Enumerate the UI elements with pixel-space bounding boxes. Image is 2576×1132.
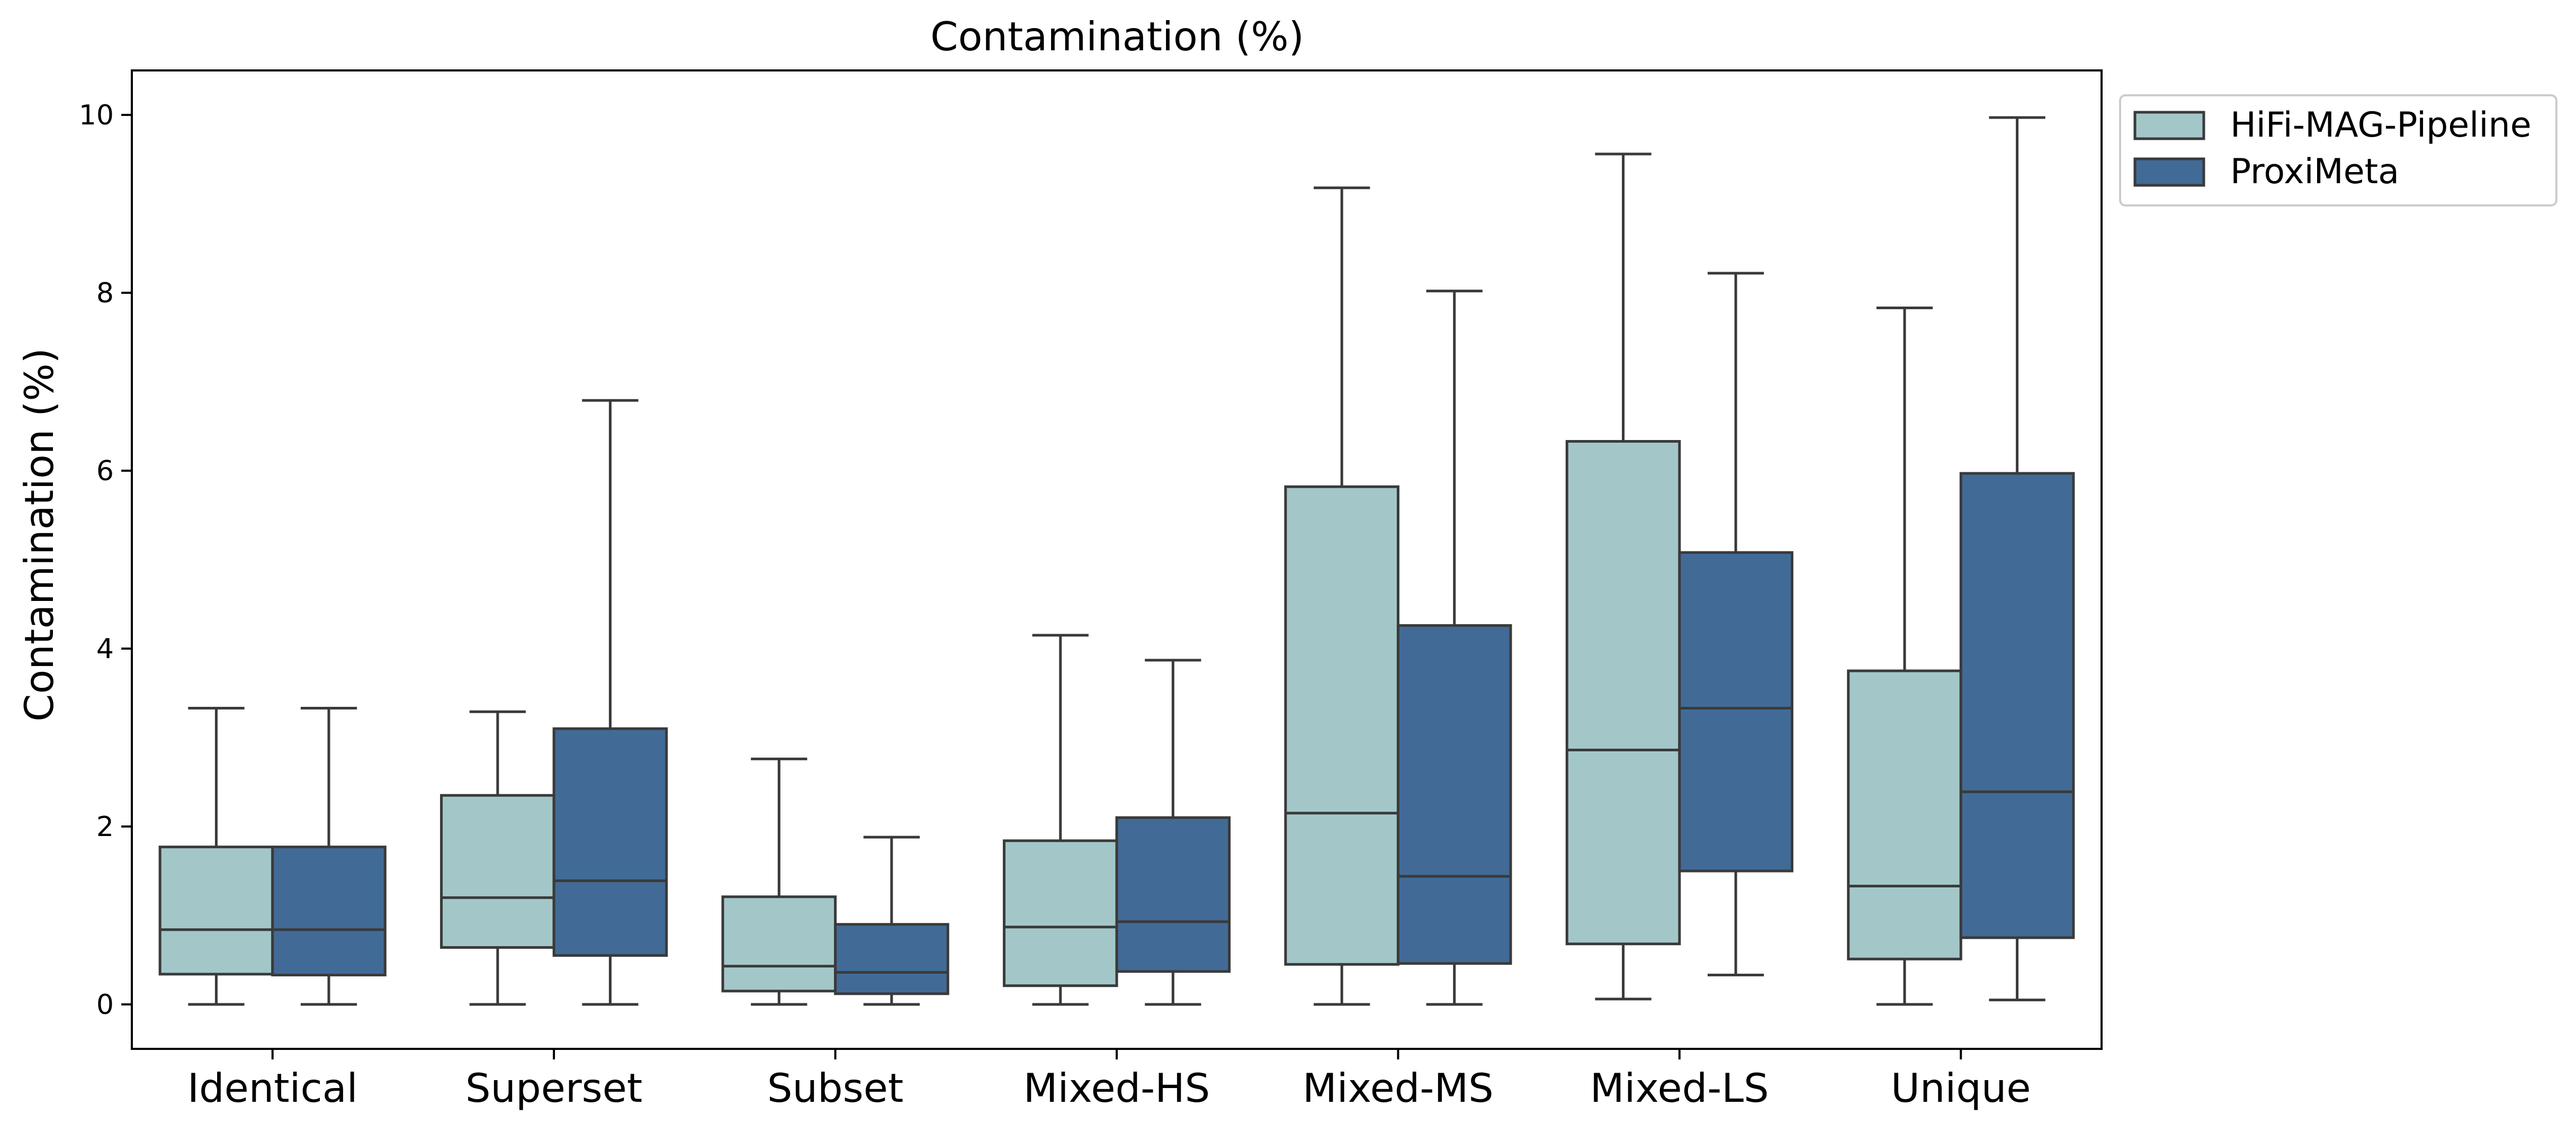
x-tick-label: Identical [187, 1065, 358, 1111]
box-iqr [1678, 551, 1793, 873]
box-iqr [1115, 816, 1231, 973]
box-unique-hifi-mag-pipeline [1847, 307, 1962, 1006]
chart-title: Contamination (%) [930, 13, 1304, 60]
y-tick-label: 2 [96, 811, 114, 843]
box-iqr [1396, 624, 1512, 965]
box-iqr [1284, 485, 1399, 966]
x-tick-label: Subset [767, 1065, 903, 1111]
box-mixed-ms-hifi-mag-pipeline [1284, 186, 1399, 1006]
y-tick-label: 10 [79, 100, 114, 131]
y-tick-label: 4 [96, 633, 114, 665]
legend-swatch-hifi-mag-pipeline [2133, 111, 2205, 140]
box-mixed-ls-hifi-mag-pipeline [1565, 152, 1681, 1001]
legend-frame [2119, 94, 2557, 206]
plot-frame [131, 69, 2103, 1050]
x-tick-label: Unique [1891, 1065, 2031, 1111]
box-mixed-ls-proximeta [1678, 272, 1793, 977]
y-tick-label: 8 [96, 277, 114, 309]
legend-swatch-proximeta [2133, 157, 2205, 187]
x-tick-label: Mixed-HS [1024, 1065, 1210, 1111]
box-mixed-ms-proximeta [1396, 290, 1512, 1006]
box-iqr [721, 895, 837, 993]
axis-ticks: 0 2 4 6 8 10 Identical Superset Subset Mixed-HS Mi… [79, 100, 2031, 1111]
box-identical-proximeta [271, 707, 387, 1006]
box-mixed-hs-proximeta [1115, 659, 1231, 1006]
box-groups [158, 116, 2075, 1006]
box-iqr [158, 846, 274, 976]
legend-label-proximeta: ProxiMeta [2230, 152, 2399, 192]
box-iqr [1959, 472, 2075, 939]
box-superset-hifi-mag-pipeline [440, 710, 555, 1006]
x-tick-label: Superset [465, 1065, 642, 1111]
box-mixed-hs-hifi-mag-pipeline [1002, 634, 1118, 1006]
box-iqr [440, 794, 555, 949]
y-axis-label: Contamination (%) [16, 348, 62, 722]
y-tick-label: 6 [96, 455, 114, 487]
x-tick-label: Mixed-MS [1303, 1065, 1494, 1111]
box-superset-proximeta [552, 399, 668, 1006]
box-subset-proximeta [834, 835, 949, 1006]
box-iqr [834, 923, 949, 995]
legend: HiFi-MAG-Pipeline ProxiMeta [2119, 94, 2557, 206]
box-iqr [1847, 669, 1962, 960]
legend-label-hifi-mag-pipeline: HiFi-MAG-Pipeline [2230, 105, 2532, 145]
box-subset-hifi-mag-pipeline [721, 757, 837, 1006]
box-iqr [552, 727, 668, 957]
box-identical-hifi-mag-pipeline [158, 707, 274, 1006]
box-iqr [1002, 839, 1118, 987]
x-tick-label: Mixed-LS [1590, 1065, 1769, 1111]
box-unique-proximeta [1959, 116, 2075, 1002]
box-iqr [271, 846, 387, 977]
box-iqr [1565, 440, 1681, 946]
y-tick-label: 0 [96, 989, 114, 1021]
